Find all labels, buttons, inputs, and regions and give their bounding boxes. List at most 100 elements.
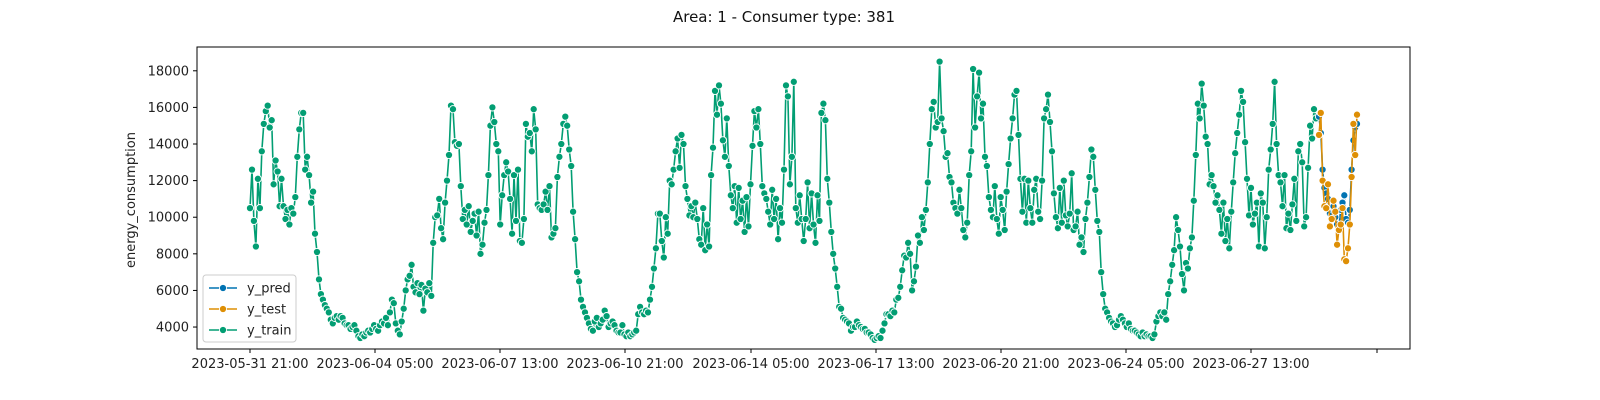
data-point-y_train — [575, 277, 584, 286]
data-point-y_train — [1203, 139, 1212, 149]
data-point-y_train — [803, 178, 812, 187]
data-point-y_train — [561, 112, 570, 121]
data-point-y_train — [1099, 290, 1108, 299]
y-tick-label: 6000 — [156, 284, 189, 299]
data-point-y_train — [567, 161, 576, 171]
data-point-y_train — [1213, 191, 1222, 200]
data-point-y_train — [1211, 198, 1220, 207]
data-point-y_train — [1071, 222, 1080, 231]
data-point-y_train — [986, 205, 995, 214]
data-point-y_train — [813, 191, 822, 200]
data-point-y_train — [961, 233, 970, 242]
data-point-y_train — [965, 171, 974, 180]
data-point-y_train — [285, 220, 294, 229]
data-point-y_train — [825, 198, 834, 207]
data-point-y_train — [478, 240, 487, 249]
data-point-y_train — [553, 172, 562, 182]
data-point-y_train — [545, 182, 554, 191]
data-point-y_train — [1302, 213, 1311, 222]
data-point-y_train — [249, 216, 258, 225]
data-point-y_train — [1000, 225, 1009, 235]
data-point-y_train — [1300, 222, 1309, 231]
data-point-y_train — [433, 211, 442, 220]
data-point-y_train — [984, 193, 993, 202]
data-point-y_train — [448, 105, 458, 114]
x-tick-label: 2023-06-10 21:00 — [566, 357, 683, 372]
data-point-y_train — [1306, 121, 1315, 130]
data-point-y_train — [714, 81, 724, 90]
data-point-y_train — [541, 187, 550, 196]
data-point-y_train — [898, 266, 907, 275]
data-point-y_train — [401, 286, 410, 295]
data-point-y_train — [257, 147, 266, 156]
data-point-y_train — [1087, 145, 1096, 154]
y-tick-label: 18000 — [148, 64, 189, 79]
data-point-y_train — [976, 114, 986, 123]
data-point-y_train — [829, 249, 838, 258]
data-point-y_train — [484, 171, 493, 180]
data-point-y_train — [309, 187, 318, 196]
data-point-y_train — [1085, 172, 1094, 182]
data-point-y_test — [1327, 214, 1336, 224]
data-point-y_train — [894, 293, 903, 302]
data-point-y_train — [618, 321, 627, 330]
data-point-y_train — [557, 139, 566, 149]
data-point-y_train — [707, 171, 716, 180]
data-point-y_train — [1091, 185, 1100, 194]
data-point-y_train — [307, 198, 316, 207]
data-point-y_train — [273, 167, 282, 176]
data-point-y_train — [878, 326, 887, 335]
data-point-y_train — [1175, 242, 1185, 251]
data-point-y_train — [1008, 114, 1017, 123]
x-tick-label: 2023-05-31 21:00 — [191, 357, 308, 372]
data-point-y_train — [1170, 246, 1179, 255]
data-point-y_train — [1201, 132, 1210, 141]
data-point-y_train — [990, 182, 999, 191]
data-point-y_train — [1215, 205, 1224, 214]
data-point-y_train — [754, 105, 763, 114]
data-point-y_train — [498, 191, 507, 200]
data-point-y_train — [915, 238, 924, 247]
data-point-y_train — [728, 204, 737, 213]
data-point-y_train — [1229, 178, 1238, 187]
data-point-y_train — [1290, 174, 1299, 183]
data-point-y_train — [492, 139, 501, 149]
series-y_test — [1314, 108, 1362, 266]
data-point-y_train — [1308, 134, 1317, 143]
data-point-y_train — [748, 141, 757, 150]
data-point-y_train — [513, 165, 523, 174]
data-point-y_train — [1197, 79, 1206, 88]
data-point-y_train — [764, 207, 773, 216]
data-point-y_train — [1217, 229, 1226, 238]
legend-label-y_test: y_test — [247, 303, 286, 318]
legend-marker-y_train — [218, 325, 228, 335]
data-point-y_train — [521, 119, 530, 128]
data-point-y_train — [464, 202, 473, 211]
data-point-y_train — [710, 86, 720, 95]
data-point-y_train — [1004, 160, 1013, 169]
data-point-y_train — [1250, 209, 1259, 218]
data-point-y_train — [573, 268, 582, 277]
data-point-y_train — [543, 205, 552, 214]
data-point-y_train — [435, 194, 444, 203]
data-point-y_train — [772, 194, 781, 203]
data-point-y_train — [441, 198, 450, 207]
data-point-y_train — [1174, 225, 1183, 235]
data-point-y_train — [693, 214, 702, 224]
data-point-y_train — [602, 312, 611, 321]
data-point-y_train — [791, 204, 800, 213]
legend-marker-y_test — [218, 304, 228, 314]
data-point-y_train — [947, 178, 956, 187]
data-point-y_train — [980, 152, 990, 161]
data-point-y_train — [1028, 218, 1037, 227]
data-point-y_train — [397, 317, 406, 326]
data-point-y_train — [880, 319, 889, 328]
data-point-y_test — [1352, 110, 1362, 119]
data-point-y_train — [508, 229, 517, 238]
data-point-y_train — [943, 149, 952, 158]
data-point-y_train — [655, 209, 664, 218]
data-point-y_train — [293, 152, 302, 161]
data-point-y_train — [269, 180, 278, 189]
data-point-y_train — [957, 204, 966, 213]
data-point-y_train — [1225, 244, 1234, 253]
